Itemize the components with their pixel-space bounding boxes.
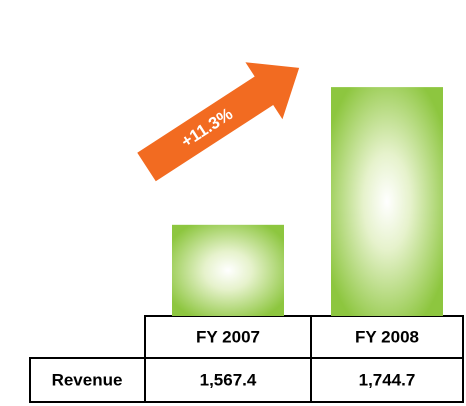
column-header: FY 2007: [196, 327, 260, 346]
bar: [172, 224, 284, 316]
arrow-shape: [137, 62, 300, 182]
column-header: FY 2008: [355, 327, 419, 346]
table-cell: [310, 357, 464, 403]
bar: [331, 87, 443, 316]
value-label: 1,567.4: [200, 370, 257, 389]
value-label: 1,744.7: [359, 370, 416, 389]
growth-arrow: +11.3%: [137, 62, 300, 182]
row-label: Revenue: [52, 370, 123, 389]
